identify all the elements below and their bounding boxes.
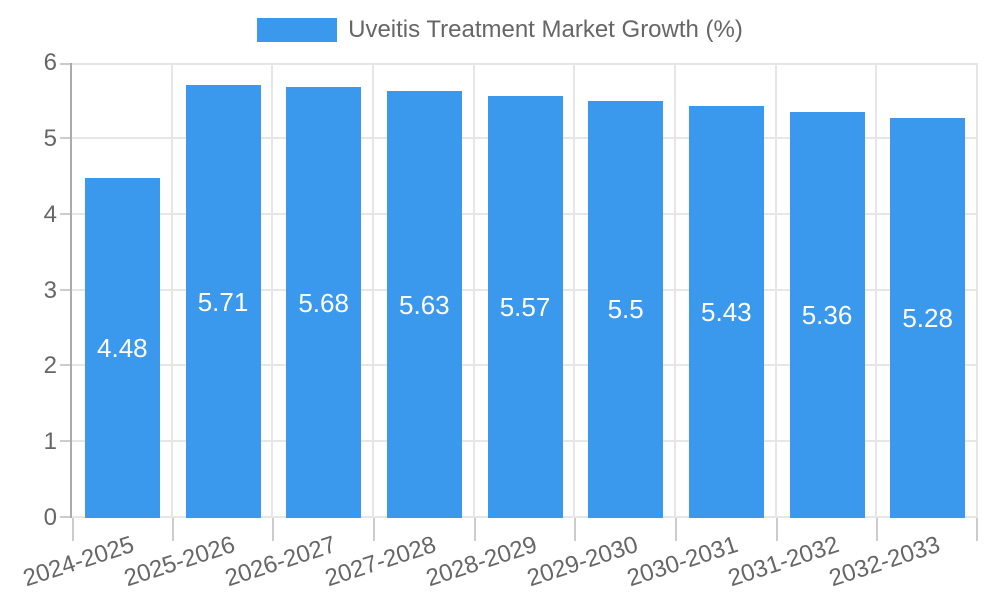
bar-value-label: 5.43 xyxy=(701,297,752,328)
y-tick-mark xyxy=(60,63,72,65)
bar-value-label: 4.48 xyxy=(97,333,148,364)
y-tick-mark xyxy=(60,288,72,291)
y-tick-label: 3 xyxy=(43,276,57,304)
x-gridline xyxy=(674,63,676,518)
bar-value-label: 5.36 xyxy=(801,299,853,330)
bar-value-label: 5.71 xyxy=(197,286,249,317)
bar-value-label: 5.68 xyxy=(298,287,349,318)
bar[interactable]: 5.68 xyxy=(286,87,362,518)
bar[interactable]: 4.48 xyxy=(84,178,160,518)
y-tick-mark xyxy=(60,516,72,518)
legend-swatch[interactable] xyxy=(257,18,338,42)
x-gridline xyxy=(875,63,878,518)
x-tick-mark xyxy=(775,518,778,541)
y-tick-label: 1 xyxy=(43,428,57,456)
y-tick-label: 5 xyxy=(43,124,57,152)
y-tick-label: 6 xyxy=(43,49,57,76)
x-tick-mark xyxy=(876,518,879,541)
bar-value-label: 5.5 xyxy=(607,294,644,325)
bar[interactable]: 5.63 xyxy=(386,91,462,518)
plot-area: 4.48 5.71 5.68 5.63 5.57 5.5 5.43 5.36 5.28 xyxy=(60,63,978,541)
bar-value-label: 5.63 xyxy=(399,289,450,320)
x-tick-mark xyxy=(272,518,275,541)
x-gridline xyxy=(271,63,274,518)
x-gridline xyxy=(372,63,374,518)
y-axis-line xyxy=(70,63,72,518)
y-tick-mark xyxy=(60,364,72,367)
x-tick-mark xyxy=(574,518,577,541)
x-gridline xyxy=(976,63,978,518)
x-tick-mark xyxy=(373,518,375,541)
x-tick-mark xyxy=(976,518,978,541)
y-tick-mark xyxy=(60,440,72,443)
x-gridline xyxy=(573,63,576,518)
bar[interactable]: 5.43 xyxy=(688,106,764,518)
bar-value-label: 5.57 xyxy=(499,291,551,322)
bar[interactable]: 5.57 xyxy=(487,95,563,518)
bar[interactable]: 5.71 xyxy=(185,85,261,518)
x-gridline xyxy=(472,63,475,518)
x-tick-mark xyxy=(473,518,476,541)
x-gridline xyxy=(170,63,173,518)
y-tick-label: 4 xyxy=(43,200,57,228)
x-tick-mark xyxy=(171,518,174,541)
y-gridline xyxy=(72,63,978,65)
bar[interactable]: 5.5 xyxy=(588,100,664,518)
bar[interactable]: 5.36 xyxy=(789,111,865,518)
x-gridline xyxy=(774,63,777,518)
legend[interactable]: Uveitis Treatment Market Growth (%) xyxy=(0,16,1000,44)
y-tick-label: 0 xyxy=(43,504,57,531)
bar[interactable]: 5.28 xyxy=(890,117,966,518)
y-tick-mark xyxy=(60,212,72,215)
bar-value-label: 5.28 xyxy=(902,302,953,333)
x-tick-mark xyxy=(675,518,677,541)
x-tick-mark xyxy=(72,518,74,541)
y-tick-label: 2 xyxy=(43,352,57,380)
legend-label: Uveitis Treatment Market Growth (%) xyxy=(348,16,743,43)
y-tick-mark xyxy=(60,136,72,139)
